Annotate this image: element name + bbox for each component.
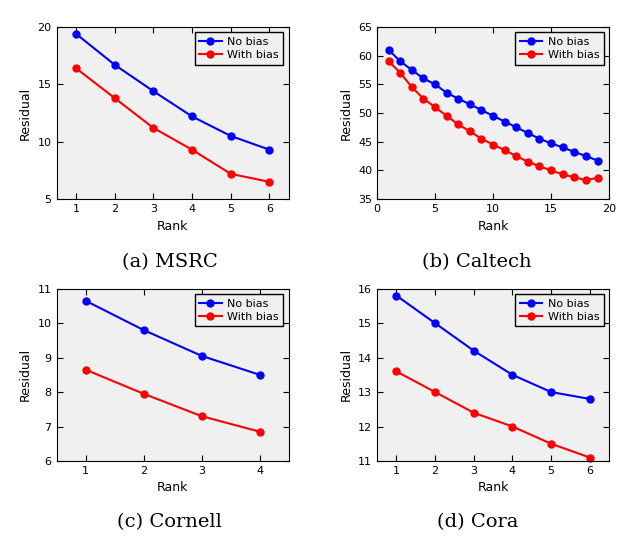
No bias bbox=[559, 144, 566, 151]
No bias bbox=[385, 47, 392, 53]
No bias bbox=[501, 118, 509, 125]
No bias bbox=[470, 347, 477, 354]
No bias bbox=[548, 389, 555, 395]
No bias bbox=[149, 88, 157, 94]
With bias bbox=[188, 146, 196, 153]
With bias bbox=[582, 177, 590, 183]
Line: No bias: No bias bbox=[82, 297, 263, 378]
No bias bbox=[548, 140, 555, 146]
Text: (c) Cornell: (c) Cornell bbox=[117, 512, 222, 531]
Line: With bias: With bias bbox=[385, 58, 601, 184]
Y-axis label: Residual: Residual bbox=[19, 86, 32, 139]
With bias bbox=[548, 167, 555, 174]
With bias bbox=[266, 178, 273, 185]
With bias bbox=[420, 95, 427, 102]
No bias bbox=[82, 297, 89, 304]
No bias bbox=[571, 149, 578, 155]
With bias bbox=[559, 171, 566, 177]
With bias bbox=[548, 441, 555, 447]
With bias bbox=[571, 174, 578, 181]
With bias bbox=[111, 95, 118, 101]
With bias bbox=[140, 391, 148, 397]
No bias bbox=[512, 124, 520, 131]
No bias bbox=[188, 113, 196, 120]
With bias bbox=[509, 423, 516, 430]
No bias bbox=[140, 327, 148, 333]
Line: No bias: No bias bbox=[385, 46, 601, 164]
With bias bbox=[149, 125, 157, 131]
No bias bbox=[524, 130, 532, 136]
No bias bbox=[420, 75, 427, 81]
No bias bbox=[227, 133, 234, 139]
With bias bbox=[512, 153, 520, 159]
X-axis label: Rank: Rank bbox=[477, 481, 509, 494]
No bias bbox=[509, 371, 516, 378]
No bias bbox=[455, 95, 462, 102]
With bias bbox=[478, 136, 485, 142]
With bias bbox=[385, 58, 392, 64]
With bias bbox=[198, 413, 205, 419]
No bias bbox=[198, 353, 205, 359]
With bias bbox=[82, 367, 89, 373]
With bias bbox=[489, 142, 497, 148]
Legend: No bias, With bias: No bias, With bias bbox=[516, 294, 604, 326]
Line: No bias: No bias bbox=[393, 292, 593, 403]
Text: (b) Caltech: (b) Caltech bbox=[423, 252, 532, 271]
With bias bbox=[392, 368, 400, 375]
No bias bbox=[478, 107, 485, 113]
No bias bbox=[392, 292, 400, 299]
Legend: No bias, With bias: No bias, With bias bbox=[195, 32, 283, 64]
No bias bbox=[586, 396, 593, 402]
With bias bbox=[470, 410, 477, 416]
X-axis label: Rank: Rank bbox=[157, 481, 188, 494]
With bias bbox=[443, 113, 450, 119]
With bias bbox=[408, 84, 416, 91]
No bias bbox=[266, 146, 273, 153]
X-axis label: Rank: Rank bbox=[477, 220, 509, 233]
No bias bbox=[111, 62, 118, 68]
No bias bbox=[466, 101, 474, 108]
No bias bbox=[72, 31, 80, 37]
X-axis label: Rank: Rank bbox=[157, 220, 188, 233]
With bias bbox=[72, 65, 80, 71]
No bias bbox=[536, 136, 543, 142]
Line: With bias: With bias bbox=[72, 65, 273, 185]
No bias bbox=[256, 371, 264, 378]
Legend: No bias, With bias: No bias, With bias bbox=[516, 32, 604, 64]
Y-axis label: Residual: Residual bbox=[339, 86, 352, 139]
Y-axis label: Residual: Residual bbox=[19, 348, 32, 401]
No bias bbox=[594, 158, 602, 164]
With bias bbox=[524, 159, 532, 165]
With bias bbox=[501, 147, 509, 153]
With bias bbox=[594, 175, 602, 181]
No bias bbox=[396, 58, 404, 64]
With bias bbox=[536, 163, 543, 169]
Line: With bias: With bias bbox=[82, 366, 263, 435]
No bias bbox=[431, 320, 439, 326]
Y-axis label: Residual: Residual bbox=[339, 348, 352, 401]
Legend: No bias, With bias: No bias, With bias bbox=[195, 294, 283, 326]
With bias bbox=[431, 389, 439, 395]
No bias bbox=[489, 113, 497, 119]
With bias bbox=[396, 70, 404, 76]
No bias bbox=[582, 153, 590, 159]
With bias bbox=[227, 170, 234, 177]
With bias bbox=[455, 121, 462, 128]
Line: With bias: With bias bbox=[393, 368, 593, 461]
No bias bbox=[443, 90, 450, 96]
Line: No bias: No bias bbox=[72, 30, 273, 153]
No bias bbox=[431, 81, 439, 87]
Text: (a) MSRC: (a) MSRC bbox=[122, 252, 217, 271]
Text: (d) Cora: (d) Cora bbox=[436, 512, 518, 531]
With bias bbox=[466, 128, 474, 135]
With bias bbox=[431, 104, 439, 110]
With bias bbox=[586, 455, 593, 461]
With bias bbox=[256, 428, 264, 435]
No bias bbox=[408, 66, 416, 73]
